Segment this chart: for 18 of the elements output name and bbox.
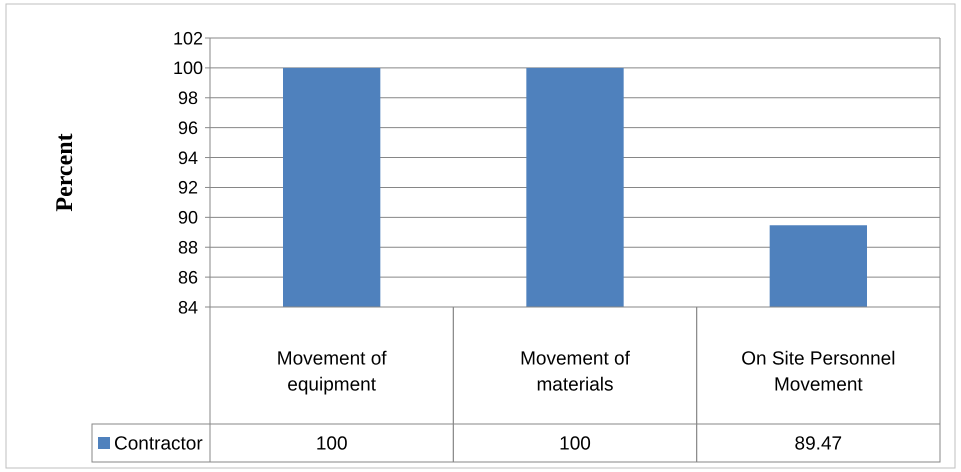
y-tick-label: 92 <box>178 178 198 198</box>
x-tick-label: On Site Personnel Movement <box>741 348 896 396</box>
y-tick-label: 88 <box>178 238 198 258</box>
y-axis-title: Percent <box>52 133 78 212</box>
data-label: 100 <box>559 434 591 455</box>
y-tick-label: 102 <box>172 28 204 48</box>
legend-label: Contractor <box>114 434 204 455</box>
data-label: 100 <box>316 434 348 455</box>
x-tick-label: Movement of materials <box>520 348 631 396</box>
y-tick-label: 96 <box>178 118 198 138</box>
y-tick-label: 100 <box>172 58 204 78</box>
x-tick-label: Movement of equipment <box>276 348 388 396</box>
y-tick-label: 98 <box>178 88 198 108</box>
y-tick-label: 90 <box>178 208 198 228</box>
y-tick-label: 86 <box>178 267 198 288</box>
data-label: 89.47 <box>794 434 842 455</box>
y-tick-label: 84 <box>178 297 198 318</box>
y-tick-label: 94 <box>178 148 198 168</box>
